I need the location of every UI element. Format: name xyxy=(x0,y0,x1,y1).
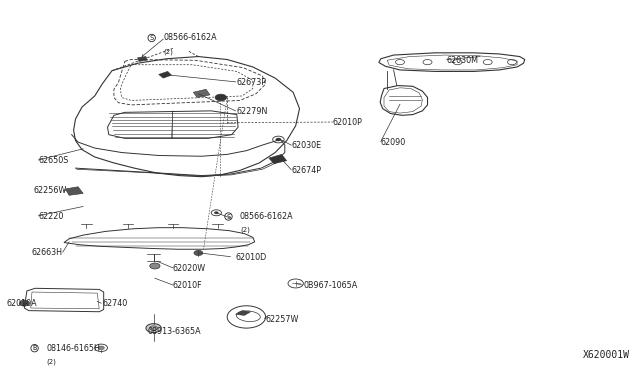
Circle shape xyxy=(98,346,104,350)
Text: 0B967-1065A: 0B967-1065A xyxy=(304,281,358,290)
Text: (2): (2) xyxy=(46,358,56,365)
Circle shape xyxy=(19,300,29,306)
Circle shape xyxy=(214,212,218,214)
Polygon shape xyxy=(236,311,251,315)
Text: 62257W: 62257W xyxy=(266,315,299,324)
Text: 62740: 62740 xyxy=(102,299,127,308)
Text: 62030M: 62030M xyxy=(447,56,479,65)
Text: S: S xyxy=(150,35,154,41)
Text: 62279N: 62279N xyxy=(237,107,268,116)
Text: 62010P: 62010P xyxy=(333,118,363,126)
Circle shape xyxy=(150,263,160,269)
Text: 62020W: 62020W xyxy=(173,264,206,273)
Text: 62650S: 62650S xyxy=(38,156,68,165)
Circle shape xyxy=(276,138,281,141)
Text: B: B xyxy=(33,345,36,351)
Polygon shape xyxy=(193,89,210,97)
Text: 62010A: 62010A xyxy=(6,299,37,308)
Text: X620001W: X620001W xyxy=(584,350,630,360)
Text: (2): (2) xyxy=(163,48,173,55)
Text: 62030E: 62030E xyxy=(291,141,321,150)
Text: (2): (2) xyxy=(240,227,250,233)
Circle shape xyxy=(150,326,157,330)
Polygon shape xyxy=(269,154,287,164)
Text: 62256W: 62256W xyxy=(34,186,67,195)
Circle shape xyxy=(194,250,203,256)
Text: 08913-6365A: 08913-6365A xyxy=(147,327,201,336)
Circle shape xyxy=(146,324,161,333)
Polygon shape xyxy=(138,57,147,61)
Text: 62010D: 62010D xyxy=(236,253,267,262)
Circle shape xyxy=(215,94,227,101)
Text: 08566-6162A: 08566-6162A xyxy=(240,212,294,221)
Text: 62220: 62220 xyxy=(38,212,64,221)
Text: 62010F: 62010F xyxy=(173,281,202,290)
Text: 08146-6165H: 08146-6165H xyxy=(46,344,100,353)
Text: S: S xyxy=(227,214,230,219)
Text: 62663H: 62663H xyxy=(32,248,63,257)
Text: 08566-6162A: 08566-6162A xyxy=(163,33,217,42)
Polygon shape xyxy=(65,187,83,195)
Text: 62673P: 62673P xyxy=(237,78,267,87)
Text: 62090: 62090 xyxy=(381,138,406,147)
Polygon shape xyxy=(159,71,172,78)
Text: 62674P: 62674P xyxy=(291,166,321,175)
